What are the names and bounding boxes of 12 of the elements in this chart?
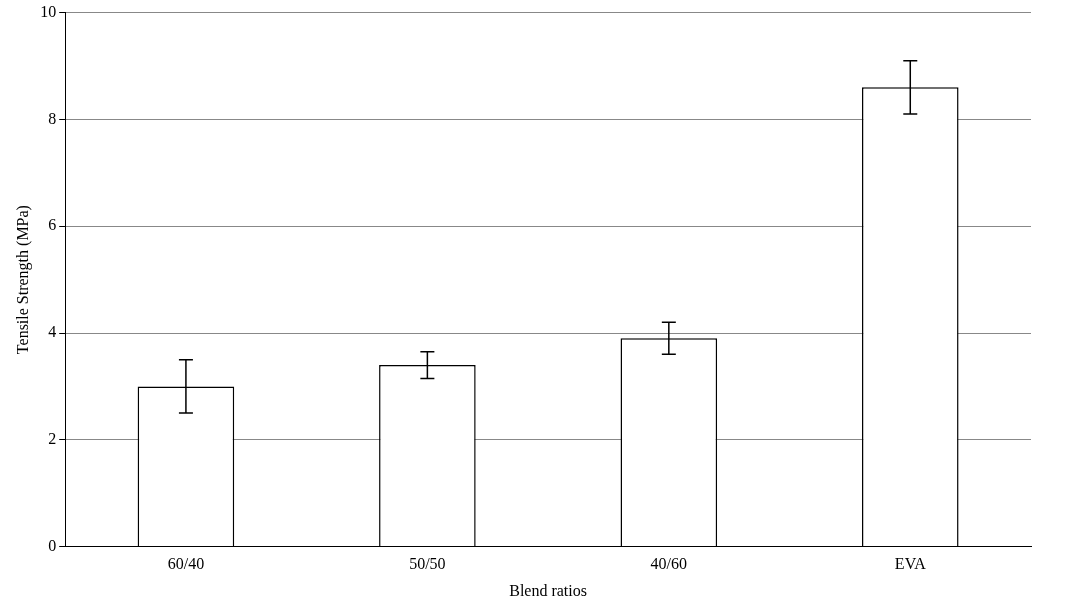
y-tick-label: 2 xyxy=(48,430,57,447)
y-axis-title: Tensile Strength (MPa) xyxy=(13,205,32,355)
x-tick-label: EVA xyxy=(894,555,927,573)
y-tick-label: 4 xyxy=(48,323,57,341)
x-axis-title: Blend ratios xyxy=(509,581,587,599)
x-tick-label: 50/50 xyxy=(409,555,446,573)
y-tick-label: 10 xyxy=(40,2,57,20)
y-tick-label: 6 xyxy=(48,216,57,234)
y-tick-label: 0 xyxy=(48,536,57,554)
x-tick-label: 60/40 xyxy=(167,555,205,573)
y-tick-label: 8 xyxy=(48,109,57,127)
x-tick-label: 40/60 xyxy=(650,555,688,573)
